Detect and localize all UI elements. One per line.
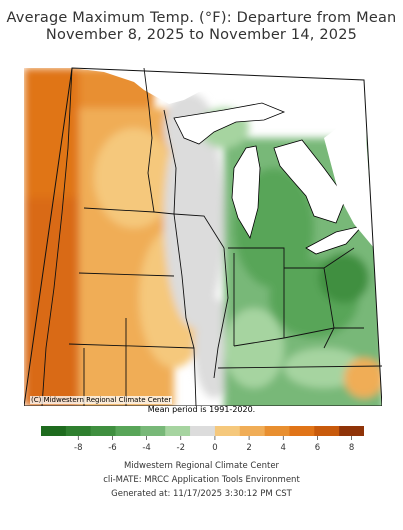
legend-tick-label: 0 [212, 443, 217, 453]
legend-swatch [41, 426, 67, 436]
legend-swatch [264, 426, 290, 436]
temperature-departure-map [24, 67, 382, 406]
legend-swatches [41, 426, 364, 436]
legend-swatch [314, 426, 340, 436]
map-credit: (C) Midwestern Regional Climate Center [30, 396, 173, 404]
legend-swatch [339, 426, 364, 436]
legend-swatch [289, 426, 315, 436]
state-borders [41, 67, 382, 406]
legend-tick-label: -8 [74, 443, 82, 453]
legend-swatch [140, 426, 166, 436]
map-date-range: November 8, 2025 to November 14, 2025 [45, 27, 358, 43]
legend-tick-label: 8 [349, 443, 354, 453]
footer-org: Midwestern Regional Climate Center [123, 461, 280, 471]
legend-ticks: -8 -6 -4 -2 0 2 4 6 8 [74, 436, 354, 453]
map-title: Average Maximum Temp. (°F): Departure fr… [6, 10, 397, 26]
footer-generated: Generated at: 11/17/2025 3:30:12 PM CST [111, 489, 292, 499]
legend-swatch [214, 426, 241, 436]
legend-tick-label: -2 [177, 443, 185, 453]
legend-tick-label: 4 [281, 443, 286, 453]
color-legend: -8 -6 -4 -2 0 2 4 6 8 [41, 426, 364, 453]
map-frame [24, 67, 382, 406]
footer-tool: cli-MATE: MRCC Application Tools Environ… [103, 475, 300, 485]
legend-swatch [165, 426, 191, 436]
legend-tick-label: 6 [315, 443, 320, 453]
legend-swatch [115, 426, 141, 436]
legend-swatch [90, 426, 116, 436]
legend-tick-label: -4 [142, 443, 150, 453]
legend-tick-label: -6 [108, 443, 116, 453]
legend-swatch [65, 426, 91, 436]
temperature-field [24, 68, 382, 406]
mean-period-note: Mean period is 1991-2020. [147, 405, 256, 414]
legend-tick-label: 2 [246, 443, 251, 453]
legend-swatch [190, 426, 216, 436]
legend-swatch [239, 426, 265, 436]
